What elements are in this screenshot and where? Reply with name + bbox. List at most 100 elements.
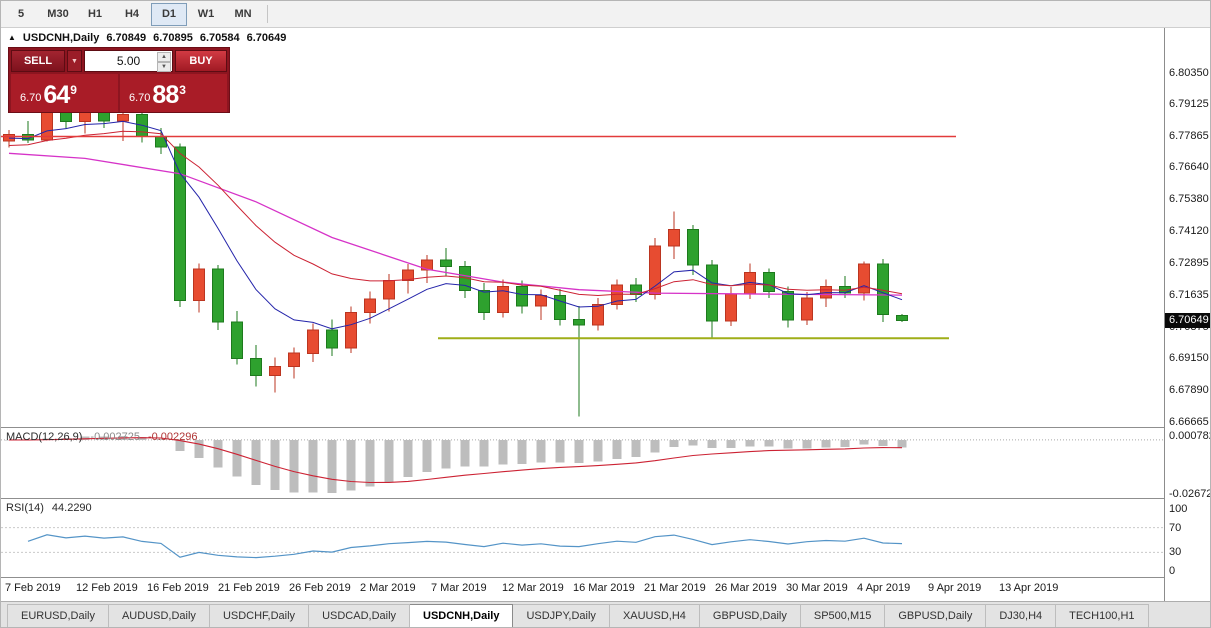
chart-ohlc-info: ▲ USDCNH,Daily 6.70849 6.70895 6.70584 6…	[8, 32, 286, 44]
rsi-axis-label: 0	[1169, 565, 1176, 577]
rsi-label: RSI(14)	[6, 502, 44, 514]
volume-input[interactable]: 5.00 ▲ ▼	[84, 50, 173, 72]
sell-price-prefix: 6.70	[20, 92, 42, 104]
toolbar-separator	[267, 5, 268, 23]
tab-gbpusd-daily[interactable]: GBPUSD,Daily	[885, 604, 987, 627]
macd-label: MACD(12,26,9)	[6, 431, 83, 443]
timeframe-button-5[interactable]: 5	[17, 8, 25, 20]
price-axis-label: 6.66665	[1169, 415, 1209, 428]
panel-splitter[interactable]	[1, 498, 1210, 499]
candles-layer	[3, 98, 908, 417]
rsi-axis-label: 30	[1169, 546, 1182, 559]
tab-usdcad-daily[interactable]: USDCAD,Daily	[309, 604, 411, 627]
buy-button[interactable]: BUY	[175, 50, 227, 72]
tab-usdchf-daily[interactable]: USDCHF,Daily	[209, 604, 310, 627]
macd-histogram	[4, 436, 907, 493]
chart-marker-icon: ▲	[8, 32, 16, 42]
macd-signal-line	[8, 437, 903, 484]
macd-indicator-panel[interactable]	[1, 428, 1164, 498]
buy-price-prefix: 6.70	[129, 92, 151, 104]
tab-sp500-m15[interactable]: SP500,M15	[800, 604, 886, 627]
current-price-badge: 6.70649	[1165, 312, 1210, 328]
date-axis-label: 26 Mar 2019	[715, 582, 777, 594]
chevron-down-icon: ▼	[71, 57, 78, 65]
date-axis-label: 4 Apr 2019	[857, 582, 911, 594]
price-axis[interactable]: 6.80350 6.79125 6.77865 6.76640 6.75380 6.741…	[1164, 28, 1211, 601]
macd-axis-label: 0.000782	[1169, 430, 1211, 442]
volume-down-button[interactable]: ▼	[157, 62, 171, 72]
one-click-trading-panel: SELL ▼ 5.00 ▲ ▼ BUY 6.70 64 9 6.70 88	[8, 47, 230, 113]
date-axis-label: 16 Feb 2019	[147, 582, 209, 594]
tab-eurusd-daily[interactable]: EURUSD,Daily	[7, 604, 109, 627]
rsi-axis-label: 70	[1169, 521, 1182, 534]
sell-price-main: 64	[43, 81, 70, 109]
rsi-axis-label: 100	[1169, 503, 1188, 515]
ohlc-open-value: 6.70849	[106, 32, 147, 44]
date-axis-label: 7 Feb 2019	[5, 582, 61, 594]
macd-axis-label: -0.026721	[1169, 488, 1210, 500]
buy-price-main: 88	[152, 81, 179, 109]
ohlc-high-value: 6.70895	[153, 32, 193, 44]
price-axis-label: 6.74120	[1169, 225, 1209, 238]
date-axis-label: 2 Mar 2019	[360, 582, 416, 594]
main-price-chart[interactable]	[1, 28, 1164, 427]
panel-splitter[interactable]	[1, 427, 1210, 428]
tab-dj30-h4[interactable]: DJ30,H4	[986, 604, 1057, 627]
price-axis-label: 6.69150	[1169, 352, 1209, 365]
tab-tech100-h1[interactable]: TECH100,H1	[1056, 604, 1149, 627]
sell-button[interactable]: SELL	[11, 50, 65, 72]
buy-price-pip: 3	[179, 83, 186, 97]
price-axis-label: 6.67890	[1169, 384, 1209, 397]
timeframe-button-d1[interactable]: D1	[151, 2, 187, 26]
date-axis-label: 12 Mar 2019	[502, 582, 564, 594]
date-axis-label: 13 Apr 2019	[999, 582, 1059, 594]
ohlc-close-value: 6.70649	[246, 32, 287, 44]
date-axis-label: 26 Feb 2019	[289, 582, 351, 594]
timeframe-button-h1[interactable]: H1	[87, 8, 103, 20]
tab-usdjpy-daily[interactable]: USDJPY,Daily	[513, 604, 610, 627]
timeframe-button-w1[interactable]: W1	[197, 8, 215, 20]
tab-gbpusd-daily[interactable]: GBPUSD,Daily	[699, 604, 801, 627]
macd-signal-value: -0.002296	[147, 431, 198, 443]
timeframe-button-h4[interactable]: H4	[124, 8, 140, 20]
timeframe-button-m30[interactable]: M30	[47, 8, 69, 20]
date-axis-label: 30 Mar 2019	[786, 582, 848, 594]
volume-up-button[interactable]: ▲	[157, 52, 171, 62]
order-options-dropdown[interactable]: ▼	[67, 50, 82, 72]
tab-usdcnh-daily[interactable]: USDCNH,Daily	[410, 604, 514, 627]
macd-main-value: -0.002725	[90, 431, 140, 443]
rsi-line	[27, 534, 903, 559]
date-axis-label: 12 Feb 2019	[76, 582, 138, 594]
timeframe-toolbar: 5 M30 H1 H4 D1 W1 MN	[1, 1, 1210, 28]
rsi-indicator-panel[interactable]	[1, 499, 1164, 577]
price-axis-label: 6.77865	[1169, 129, 1209, 142]
sell-price-display[interactable]: 6.70 64 9	[11, 74, 118, 112]
price-axis-label: 6.72895	[1169, 256, 1209, 269]
date-axis-label: 16 Mar 2019	[573, 582, 635, 594]
ohlc-low-value: 6.70584	[199, 32, 240, 44]
panel-splitter[interactable]	[1, 577, 1210, 578]
price-axis-label: 6.71635	[1169, 288, 1209, 301]
volume-value: 5.00	[116, 54, 141, 68]
date-axis-label: 7 Mar 2019	[431, 582, 487, 594]
price-axis-label: 6.76640	[1169, 161, 1209, 174]
ma-medium-line	[8, 130, 903, 297]
date-axis-label: 21 Feb 2019	[218, 582, 280, 594]
rsi-value: 44.2290	[51, 502, 92, 514]
price-axis-label: 6.79125	[1169, 97, 1209, 110]
tab-audusd-daily[interactable]: AUDUSD,Daily	[108, 604, 210, 627]
ma-fast-line	[8, 120, 903, 330]
rsi-header: RSI(14) 44.2290	[6, 502, 92, 514]
date-axis[interactable]: 7 Feb 2019 12 Feb 2019 16 Feb 2019 21 Feb 2…	[1, 578, 1164, 601]
buy-price-display[interactable]: 6.70 88 3	[120, 74, 227, 112]
ma-slow-line	[8, 152, 903, 296]
tab-xauusd-h4[interactable]: XAUUSD,H4	[609, 604, 700, 627]
date-axis-label: 21 Mar 2019	[644, 582, 706, 594]
chart-symbol-title: USDCNH,Daily	[22, 32, 100, 44]
timeframe-button-mn[interactable]: MN	[234, 8, 252, 20]
sell-price-pip: 9	[70, 83, 77, 97]
price-axis-label: 6.75380	[1169, 193, 1209, 206]
price-axis-label: 6.80350	[1169, 66, 1209, 79]
date-axis-label: 9 Apr 2019	[928, 582, 982, 594]
